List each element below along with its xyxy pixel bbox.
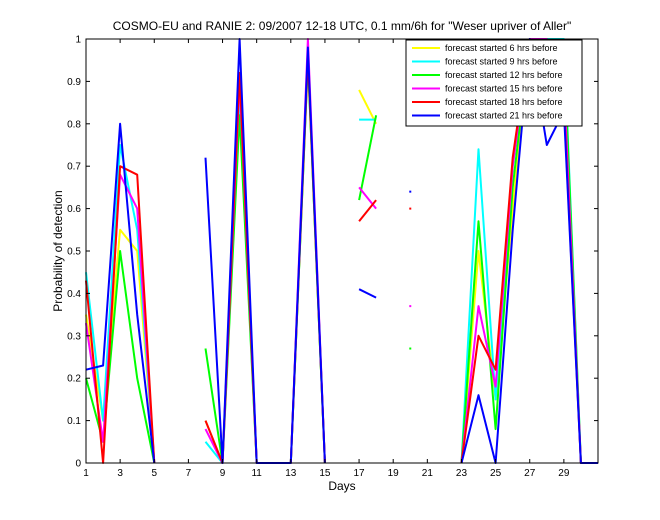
y-tick-label: 0 [75,459,81,470]
legend-box [405,39,583,127]
legend-entry: forecast started 18 hrs before [445,97,563,107]
y-axis: 0 0.1 0.2 0.3 0.4 0.5 0.6 0.7 0.8 0.9 1 [67,35,598,470]
series-segment [85,165,156,464]
x-tick-label: 5 [151,468,157,479]
x-tick-label: 9 [220,468,226,479]
y-tick-label: 0.7 [67,162,81,173]
x-axis-label: Days [328,479,355,493]
legend-entry: forecast started 15 hrs before [445,84,563,94]
y-tick-label: 0.1 [67,416,81,427]
y-tick-label: 0.9 [67,77,81,88]
legend-entry: forecast started 12 hrs before [445,70,563,80]
x-tick-label: 3 [117,468,123,479]
series-segment [358,115,378,201]
x-tick-label: 23 [456,468,468,479]
x-tick-label: 17 [354,468,366,479]
series-segment [85,228,156,464]
series-segment [358,288,377,299]
series-segment [85,122,156,464]
y-tick-label: 0.5 [67,247,81,258]
chart-title: COSMO-EU and RANIE 2: 09/2007 12-18 UTC,… [113,19,571,33]
x-tick-label: 29 [558,468,570,479]
x-tick-label: 1 [83,468,89,479]
series-segment [358,199,377,222]
y-tick-label: 1 [75,35,81,46]
series-segment [358,89,377,125]
y-tick-label: 0.2 [67,374,81,385]
x-tick-label: 15 [319,468,331,479]
x-tick-label: 7 [186,468,192,479]
x-tick-label: 27 [524,468,536,479]
legend: forecast started 6 hrs before forecast st… [405,39,583,127]
legend-entry: forecast started 6 hrs before [445,43,558,53]
x-tick-label: 25 [490,468,502,479]
x-tick-label: 19 [388,468,400,479]
x-tick-label: 13 [285,468,297,479]
y-axis-label: Probability of detection [51,190,65,311]
y-tick-label: 0.4 [67,289,81,300]
legend-entry: forecast started 21 hrs before [445,111,563,121]
x-tick-label: 21 [422,468,434,479]
legend-entry: forecast started 9 hrs before [445,57,558,67]
y-tick-label: 0.3 [67,331,81,342]
y-tick-label: 0.6 [67,204,81,215]
x-axis: 1 3 5 7 9 11 13 15 17 19 21 23 25 27 29 [83,39,570,479]
x-tick-label: 11 [251,468,262,479]
y-tick-label: 0.8 [67,119,81,130]
series-segment [85,250,156,464]
